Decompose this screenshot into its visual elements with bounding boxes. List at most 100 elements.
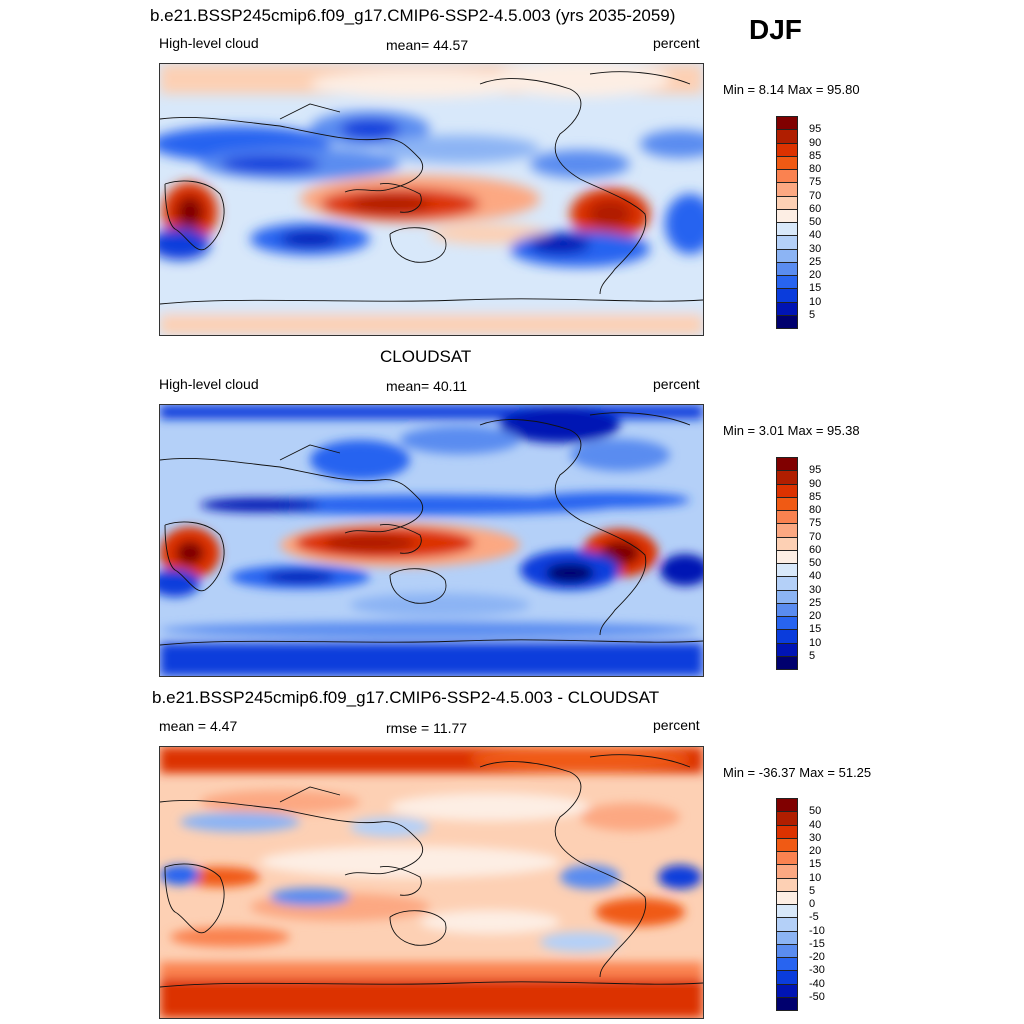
- colorbar-tick-label: -5: [809, 911, 819, 924]
- colorbar-swatch: [776, 549, 798, 564]
- colorbar-tick-label: 30: [809, 831, 822, 844]
- panel-mean-label: mean= 40.11: [386, 378, 468, 394]
- colorbar-tick-label: 70: [809, 530, 822, 543]
- colorbar-swatch: [776, 629, 798, 644]
- colorbar-tick-label: -40: [809, 977, 825, 990]
- colorbar-tick-label: 20: [809, 269, 822, 281]
- contour-field: [160, 64, 703, 335]
- panel-minmax: Min = -36.37 Max = 51.25: [723, 765, 872, 780]
- colorbar-tick-label: 70: [809, 189, 822, 202]
- colorbar-swatch: [776, 155, 798, 170]
- colorbar: 50 40 30 20 15 10 5 0 -5 -10 -15 -20 -30 -40 -50: [776, 798, 836, 1011]
- colorbar-tick-label: 20: [809, 845, 822, 857]
- colorbar-swatch: [776, 616, 798, 631]
- colorbar-swatch: [776, 248, 798, 263]
- colorbar-tick-label: 40: [809, 818, 822, 831]
- colorbar-swatch: [776, 483, 798, 498]
- colorbar-swatch: [776, 129, 798, 144]
- colorbar-tick-label: 50: [809, 216, 822, 228]
- colorbar-tick-label: 50: [809, 557, 822, 569]
- colorbar-swatch: [776, 208, 798, 223]
- colorbar-swatch: [776, 261, 798, 276]
- colorbar-tick-label: -15: [809, 937, 825, 950]
- colorbar-tick-label: 40: [809, 229, 822, 242]
- colorbar-tick-label: 5: [809, 308, 816, 321]
- colorbar-swatch: [776, 811, 798, 826]
- colorbar-tick-label: 30: [809, 242, 822, 255]
- colorbar-tick-label: 15: [809, 858, 822, 871]
- colorbar-swatch: [776, 864, 798, 879]
- panel-title: CLOUDSAT: [380, 347, 472, 366]
- colorbar: 95 90 85 80 75 70 60 50 40 30 25 20 15 10 5: [776, 457, 836, 670]
- colorbar-tick-label: 95: [809, 464, 822, 477]
- colorbar-tick-label: -20: [809, 951, 825, 963]
- colorbar-swatch: [776, 116, 798, 131]
- coastlines: [160, 412, 703, 646]
- colorbar-tick-label: 75: [809, 176, 822, 189]
- colorbar-swatch: [776, 523, 798, 538]
- colorbar-tick-label: 30: [809, 583, 822, 596]
- colorbar-tick-label: -10: [809, 924, 825, 937]
- colorbar-tick-label: 80: [809, 504, 822, 516]
- colorbar-swatch: [776, 983, 798, 998]
- colorbar-swatch: [776, 642, 798, 657]
- colorbar-tick-label: 60: [809, 543, 822, 556]
- colorbar-tick-label: 10: [809, 636, 822, 649]
- colorbar-swatch: [776, 798, 798, 813]
- panel-units-label: percent: [653, 376, 700, 392]
- colorbar-tick-label: 90: [809, 136, 822, 149]
- colorbar-tick-label: 10: [809, 295, 822, 308]
- panel-mean-label: mean= 44.57: [386, 37, 469, 53]
- colorbar-swatch: [776, 877, 798, 892]
- colorbar-tick-label: 5: [809, 884, 816, 897]
- colorbar-swatch: [776, 510, 798, 525]
- colorbar-swatch: [776, 496, 798, 511]
- contour-field: [160, 747, 703, 1018]
- colorbar-swatch: [776, 169, 798, 184]
- panel-minmax: Min = 8.14 Max = 95.80: [723, 82, 860, 97]
- case-title: b.e21.BSSP245cmip6.f09_g17.CMIP6-SSP2-4.…: [150, 6, 676, 25]
- panel-variable-label: High-level cloud: [159, 35, 259, 51]
- colorbar-swatch: [776, 851, 798, 866]
- colorbar-swatch: [776, 655, 798, 670]
- colorbar-tick-label: 20: [809, 610, 822, 622]
- colorbar-tick-label: 80: [809, 163, 822, 175]
- colorbar-tick-label: 50: [809, 805, 822, 818]
- coastlines: [160, 71, 703, 305]
- colorbar-swatch: [776, 301, 798, 316]
- colorbar-tick-label: -50: [809, 990, 825, 1003]
- colorbar-swatch: [776, 589, 798, 604]
- panel-units-label: percent: [653, 717, 700, 733]
- colorbar-swatch: [776, 142, 798, 157]
- colorbar-swatch: [776, 957, 798, 972]
- colorbar-tick-label: 0: [809, 898, 816, 910]
- panel-rmse-label: rmse = 11.77: [386, 720, 468, 736]
- colorbar-swatch: [776, 235, 798, 250]
- colorbar-swatch: [776, 563, 798, 578]
- colorbar-tick-label: 90: [809, 477, 822, 490]
- colorbar-tick-label: 25: [809, 255, 822, 268]
- colorbar-tick-label: 10: [809, 871, 822, 884]
- colorbar-swatch: [776, 470, 798, 485]
- colorbar-swatch: [776, 536, 798, 551]
- colorbar-tick-label: 15: [809, 623, 822, 636]
- season-label: DJF: [749, 14, 802, 45]
- colorbar-swatch: [776, 288, 798, 303]
- colorbar-swatch: [776, 275, 798, 290]
- colorbar-swatch: [776, 837, 798, 852]
- colorbar-tick-label: 15: [809, 282, 822, 295]
- colorbar-swatch: [776, 457, 798, 472]
- colorbar-swatch: [776, 314, 798, 329]
- colorbar-tick-label: 25: [809, 596, 822, 609]
- colorbar-swatch: [776, 182, 798, 197]
- colorbar-swatch: [776, 222, 798, 237]
- colorbar-swatch: [776, 890, 798, 905]
- colorbar-swatch: [776, 904, 798, 919]
- colorbar-tick-label: -30: [809, 964, 825, 977]
- colorbar-swatch: [776, 970, 798, 985]
- colorbar-tick-label: 75: [809, 517, 822, 530]
- colorbar-tick-label: 5: [809, 649, 816, 662]
- map-obs: [159, 404, 704, 677]
- colorbar-tick-label: 60: [809, 202, 822, 215]
- coastlines: [160, 754, 703, 988]
